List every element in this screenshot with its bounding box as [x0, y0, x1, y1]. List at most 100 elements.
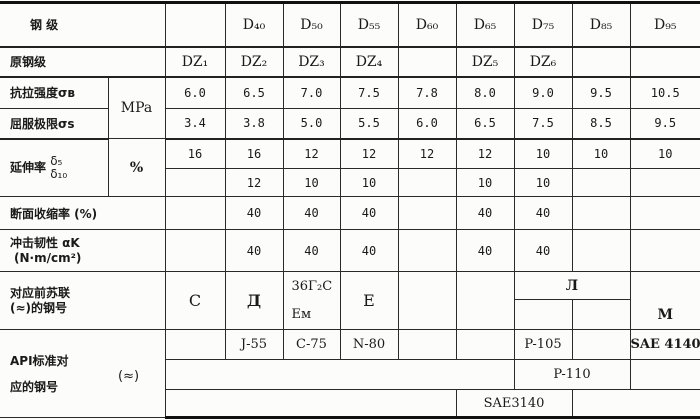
cell: 8.0	[455, 76, 515, 109]
cell	[397, 168, 457, 197]
tensile-label: 抗拉强度σʙ	[0, 76, 109, 109]
api-row-1: API标准对 (≈) 应的钢号 J-55 C-75 N-80 P-105 SAE…	[0, 329, 700, 418]
cell: Д	[224, 271, 284, 330]
cell	[397, 229, 457, 272]
cell: 40	[224, 196, 284, 230]
soviet-row-bottom: M	[0, 299, 700, 330]
soviet-label-line2: (≈)的钢号	[10, 300, 68, 315]
header-grade: D₈₅	[571, 1, 631, 48]
yield-row: 屈服极限σs 3.4 3.8 5.0 5.5 6.0 6.5 7.5 8.5 9…	[0, 108, 700, 140]
cell: 9.5	[629, 108, 700, 140]
api-label-line2: 应的钢号	[10, 379, 59, 394]
soviet-d50-top: 36Γ₂C	[291, 278, 333, 294]
cell	[629, 196, 700, 230]
cell: P-110	[513, 359, 631, 390]
cell	[165, 359, 515, 390]
cell	[571, 389, 700, 419]
cell: 40	[339, 229, 399, 272]
cell: E	[339, 271, 399, 330]
cell	[397, 196, 457, 230]
elongation-label: 延伸率 δ₅ δ₁₀	[0, 138, 109, 197]
soviet-row-top: 对应前苏联 (≈)的钢号 C Д 36Γ₂C Eм E Л	[0, 271, 700, 330]
cell	[571, 196, 631, 230]
cell: Л	[513, 271, 631, 300]
cell: 7.5	[339, 76, 399, 109]
header-grade: D₉₅	[629, 1, 700, 48]
cell	[397, 329, 457, 360]
cell: 16	[224, 138, 284, 169]
original-grade-row: 原钢级 DZ₁ DZ₂ DZ₃ DZ₄ DZ₅ DZ₆	[0, 46, 700, 78]
cell: 10	[513, 138, 573, 169]
cell	[571, 229, 631, 272]
cell	[455, 271, 515, 330]
cell: 12	[282, 138, 341, 169]
cell: P-105	[513, 329, 573, 360]
cell: 10	[513, 168, 573, 197]
header-row: 钢 级 D₄₀ D₅₀ D₅₅ D₆₀ D₆₅ D₇₅ D₈₅ D₉₅	[0, 1, 700, 48]
cell: 6.5	[455, 108, 515, 140]
cell: 10.5	[629, 76, 700, 109]
cell: 7.8	[397, 76, 457, 109]
cell: N-80	[339, 329, 399, 360]
api-label: API标准对 (≈) 应的钢号	[0, 329, 166, 418]
header-grade: D₇₅	[513, 1, 573, 48]
cell: 10	[339, 168, 399, 197]
cell: C	[164, 271, 226, 330]
cell: 9.0	[513, 76, 573, 109]
impact-label-text: 冲击韧性 αK	[10, 235, 80, 250]
strength-unit: MPa	[107, 76, 166, 139]
api-label-line1: API标准对	[10, 353, 69, 368]
cell: 12	[224, 168, 284, 197]
cell: 10	[571, 138, 631, 169]
api-row-3: SAE3140	[0, 389, 700, 419]
cell	[165, 168, 226, 197]
cell: 7.0	[282, 76, 341, 109]
cell	[164, 329, 226, 360]
cell: 40	[513, 229, 573, 272]
cell: DZ₁	[164, 46, 226, 78]
cell: 40	[282, 196, 341, 230]
cell: 3.4	[164, 108, 226, 140]
cell: 12	[397, 138, 457, 169]
impact-label: 冲击韧性 αK (N·m/cm²)	[0, 229, 166, 272]
cell	[165, 389, 457, 419]
cell: 16	[164, 138, 226, 169]
cell: DZ₄	[339, 46, 399, 78]
elongation-d5-row: 延伸率 δ₅ δ₁₀ % 16 16 12 12 12 12 10 10 10	[0, 138, 700, 197]
cell: 36Γ₂C Eм	[282, 271, 341, 330]
cell	[397, 46, 457, 78]
api-approx: (≈)	[118, 369, 140, 384]
cell: 10	[455, 168, 515, 197]
yield-label: 屈服极限σs	[0, 108, 109, 140]
cell: 40	[455, 196, 515, 230]
cell	[629, 229, 700, 272]
cell: 3.8	[224, 108, 284, 140]
soviet-d50-bottom: Eм	[291, 306, 312, 322]
header-grade	[164, 1, 226, 48]
tensile-row: 抗拉强度σʙ MPa 6.0 6.5 7.0 7.5 7.8 8.0 9.0 9…	[0, 76, 700, 139]
cell: 9.5	[571, 76, 631, 109]
cell	[629, 271, 700, 300]
cell: 5.5	[339, 108, 399, 140]
cell	[397, 271, 457, 330]
cell: SAE3140	[455, 389, 573, 419]
soviet-label: 对应前苏联 (≈)的钢号	[0, 271, 166, 330]
reduction-label: 断面收缩率 (%)	[0, 196, 166, 230]
api-row-2: P-110	[0, 359, 700, 390]
cell: 40	[282, 229, 341, 272]
impact-unit: (N·m/cm²)	[14, 250, 82, 265]
cell: 5.0	[282, 108, 341, 140]
header-grade: D₅₀	[282, 1, 341, 48]
cell: M	[629, 299, 700, 330]
cell	[571, 329, 631, 360]
header-label: 钢 级	[0, 1, 166, 48]
header-grade: D₅₅	[339, 1, 399, 48]
cell: DZ₃	[282, 46, 341, 78]
cell	[164, 196, 226, 230]
cell: 40	[455, 229, 515, 272]
cell: SAE 4140	[629, 329, 700, 360]
cell: 40	[513, 196, 573, 230]
cell: 6.0	[164, 76, 226, 109]
cell	[455, 329, 515, 360]
